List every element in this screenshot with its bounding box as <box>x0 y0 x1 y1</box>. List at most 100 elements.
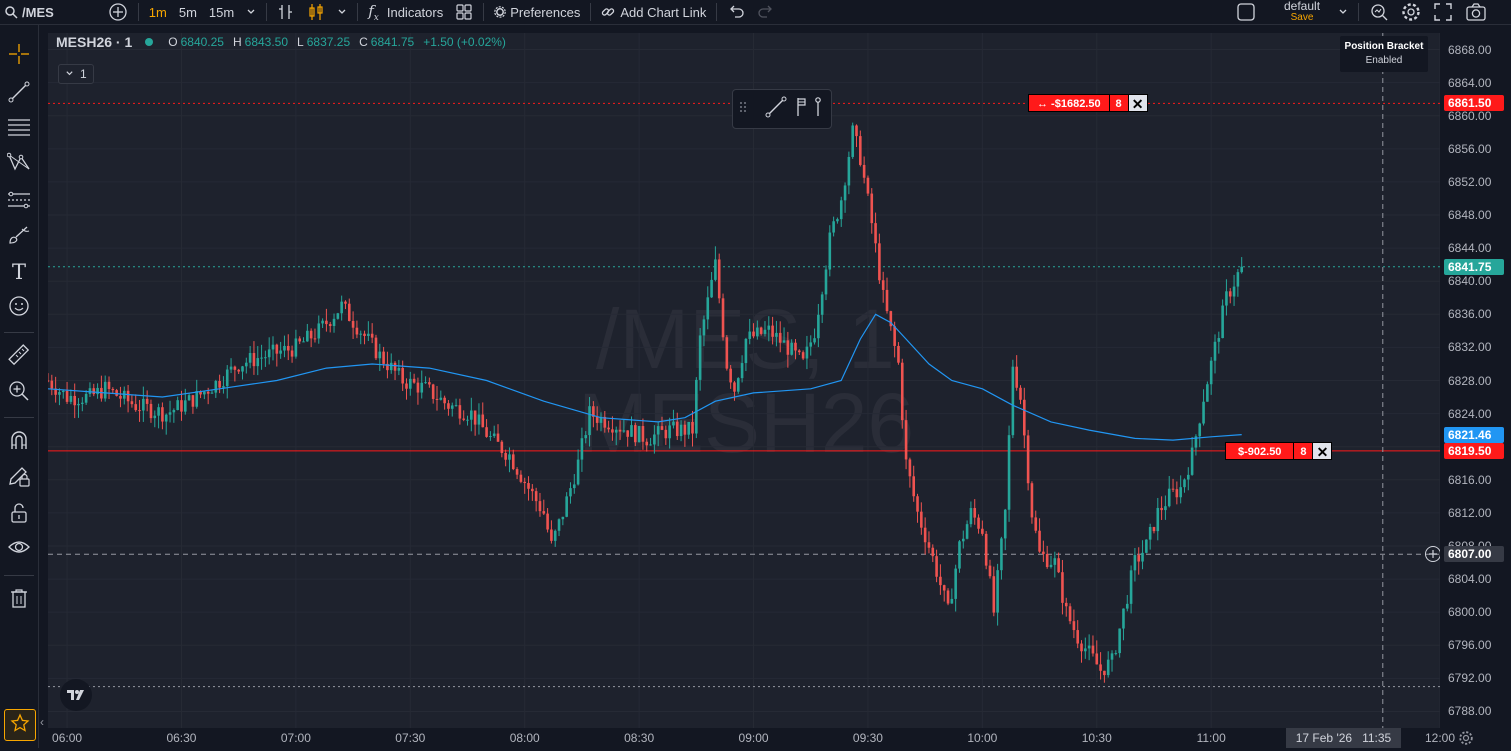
candle-body <box>1137 555 1141 562</box>
candle-body <box>931 547 935 557</box>
price-axis[interactable]: 6788.006792.006796.006800.006804.006808.… <box>1440 33 1511 728</box>
interval-dropdown[interactable] <box>240 0 262 24</box>
candle-body <box>1209 360 1213 385</box>
candle-body <box>698 335 702 380</box>
pin-icon[interactable] <box>813 96 823 123</box>
drag-handle-icon[interactable] <box>739 100 747 119</box>
candle-body <box>1099 664 1102 671</box>
candle-body <box>1053 558 1057 565</box>
zoom-in-tool[interactable] <box>6 380 32 406</box>
chart-type-dropdown[interactable] <box>331 0 353 24</box>
screenshot-button[interactable] <box>1459 0 1493 24</box>
price-chart[interactable] <box>48 33 1440 728</box>
divider <box>1358 3 1360 21</box>
stop-order-tag[interactable]: ↔ -$1682.50 8 ✕ <box>1028 94 1148 113</box>
magnet-tool[interactable] <box>6 429 32 455</box>
preferences-button[interactable]: Preferences <box>488 0 586 24</box>
candle-body <box>409 378 412 389</box>
candle-body <box>1106 659 1110 676</box>
collapse-toolbar-button[interactable]: ‹ <box>40 715 44 729</box>
gear-icon <box>1458 731 1474 750</box>
candle-body <box>900 362 904 421</box>
floating-drawing-toolbar <box>732 89 832 129</box>
candle-body <box>729 368 732 383</box>
brush-tool[interactable] <box>6 224 32 250</box>
candle-body <box>1080 643 1083 652</box>
candles-style-button[interactable] <box>301 0 331 24</box>
redo-button[interactable] <box>751 0 781 24</box>
candle-body <box>248 353 252 363</box>
candle-body <box>1125 603 1129 609</box>
add-chart-link-label: Add Chart Link <box>620 4 707 20</box>
text-tool[interactable]: T <box>6 259 32 285</box>
candle-body <box>355 327 359 335</box>
settings-button[interactable] <box>1395 0 1427 24</box>
remove-drawings[interactable] <box>6 587 32 613</box>
chart-pane[interactable]: /MES, 1 MESH26 MESH26 · 1 MESH26 · 1 O68… <box>48 33 1440 728</box>
candle-body <box>1133 555 1137 571</box>
legend-title[interactable]: MESH26 · 1 <box>56 34 133 50</box>
undo-button[interactable] <box>721 0 751 24</box>
candle-body <box>1202 401 1205 424</box>
candle-body <box>1015 366 1018 388</box>
price-tick-label: 6840.00 <box>1448 274 1492 289</box>
crosshair-date: 17 Feb '26 <box>1295 731 1353 745</box>
crosshair-tool[interactable] <box>6 43 32 69</box>
symbol-search[interactable]: /MES <box>0 0 60 24</box>
candle-body <box>1049 564 1053 567</box>
indicators-button[interactable]: fx Indicators <box>362 0 449 24</box>
add-chart-link-button[interactable]: Add Chart Link <box>595 0 712 24</box>
time-axis[interactable]: 06:00 06:30 07:00 07:30 08:00 08:30 09:00 09:30… <box>48 728 1511 748</box>
cancel-order-button[interactable]: ✕ <box>1128 94 1148 113</box>
low-key: L <box>297 35 304 49</box>
candle-body <box>813 338 816 343</box>
hide-drawings[interactable] <box>6 536 32 562</box>
interval-15m[interactable]: 15m <box>208 4 235 20</box>
cancel-order-button[interactable]: ✕ <box>1313 441 1333 460</box>
workspace-save[interactable]: Save <box>1290 12 1314 23</box>
candle-body <box>961 538 965 542</box>
candle-body <box>462 418 465 420</box>
chevron-down-icon <box>337 7 347 17</box>
price-axis-tag: 6861.50 <box>1444 95 1504 112</box>
emoji-tool[interactable] <box>6 295 32 321</box>
tradingview-logo[interactable] <box>60 679 92 711</box>
layouts-button[interactable] <box>449 0 479 24</box>
prediction-tool[interactable] <box>6 189 32 215</box>
candle-body <box>725 337 729 369</box>
quick-search-button[interactable] <box>1363 0 1395 24</box>
workspace-dropdown[interactable] <box>1332 0 1354 24</box>
position-bracket-indicator[interactable]: Position Bracket Enabled <box>1340 36 1428 72</box>
candle-body <box>679 424 683 437</box>
axis-settings-button[interactable] <box>1458 730 1474 751</box>
time-tick-label: 06:30 <box>166 731 197 745</box>
stay-in-drawing-mode[interactable] <box>6 465 32 491</box>
crosshair-icon <box>8 43 30 70</box>
trend-line-icon[interactable] <box>765 96 787 123</box>
target-order-tag[interactable]: $-902.50 8 ✕ <box>1225 441 1333 460</box>
trend-line-tool[interactable] <box>6 81 32 107</box>
compare-button[interactable] <box>102 0 134 24</box>
lock-drawings[interactable] <box>6 502 32 528</box>
candle-body <box>721 298 725 338</box>
workspace-selector[interactable]: default Save <box>1262 0 1332 24</box>
fullscreen-button[interactable] <box>1427 0 1459 24</box>
flag-icon[interactable] <box>795 96 809 123</box>
pane-collapse-toggle[interactable]: 1 <box>58 64 94 84</box>
divider <box>483 3 485 21</box>
favorites-button[interactable] <box>4 709 36 741</box>
interval-1m[interactable]: 1m <box>148 4 167 20</box>
time-tick-label: 12:00 <box>1424 731 1456 745</box>
pattern-tool[interactable] <box>6 151 32 177</box>
bars-style-button[interactable] <box>271 0 301 24</box>
measure-tool[interactable] <box>6 343 32 370</box>
interval-5m[interactable]: 5m <box>178 4 197 20</box>
layout-select-button[interactable] <box>1230 0 1262 24</box>
trash-icon <box>8 587 30 614</box>
candle-body <box>54 388 57 395</box>
fib-tool[interactable] <box>6 116 32 142</box>
add-order-plus-icon[interactable] <box>1425 546 1440 563</box>
candle-body <box>588 406 591 436</box>
candle-body <box>519 474 523 482</box>
candle-body <box>1167 488 1171 507</box>
